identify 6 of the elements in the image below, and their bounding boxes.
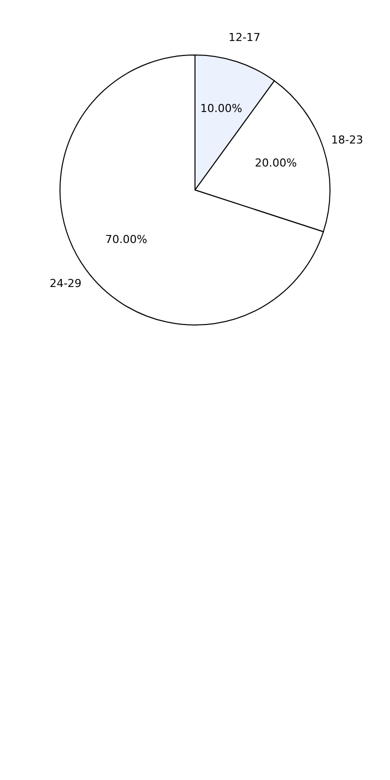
- data-label: 70.00%: [105, 232, 148, 246]
- data-label: 10.00%: [200, 102, 242, 116]
- slice-label: 24-29: [50, 277, 82, 290]
- slice-label: 12-17: [228, 30, 260, 44]
- slice-label: 18-23: [331, 134, 364, 147]
- data-label: 20.00%: [254, 156, 297, 170]
